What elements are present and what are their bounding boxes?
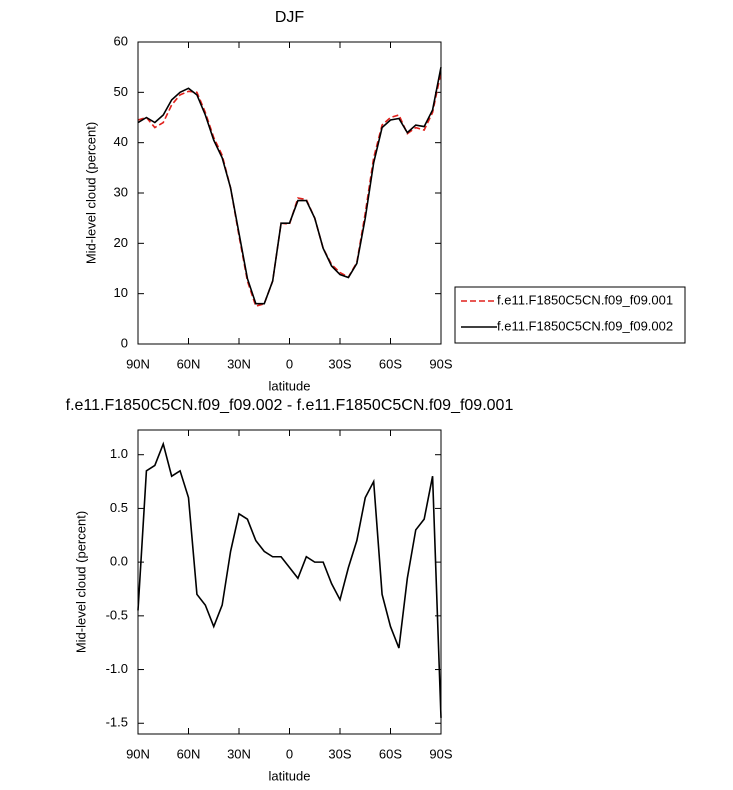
data-line — [137, 72, 442, 308]
y-tick-label: 1.0 — [110, 446, 128, 461]
plot-frame — [137, 41, 442, 345]
y-axis-label: Mid-level cloud (percent) — [73, 511, 88, 653]
x-tick-label: 90S — [429, 356, 452, 371]
legend-box — [454, 286, 686, 344]
y-tick-label: -1.0 — [106, 661, 128, 676]
y-tick-label: -1.5 — [106, 715, 128, 730]
x-tick-label: 90N — [126, 356, 150, 371]
y-tick-label: 10 — [114, 285, 128, 300]
y-tick-label: 40 — [114, 134, 128, 149]
x-tick-label: 30S — [328, 356, 351, 371]
y-axis-label: Mid-level cloud (percent) — [83, 122, 98, 264]
x-axis-label: latitude — [269, 768, 311, 783]
y-tick-label: 30 — [114, 184, 128, 199]
x-tick-label: 60N — [177, 746, 201, 761]
x-tick-label: 0 — [286, 356, 293, 371]
data-line — [137, 441, 442, 718]
x-tick-label: 30N — [227, 746, 251, 761]
plot-frame — [137, 429, 442, 735]
legend-label: f.e11.F1850C5CN.f09_f09.002 — [497, 318, 673, 333]
data-line — [137, 67, 442, 305]
y-tick-label: 50 — [114, 84, 128, 99]
x-tick-label: 60N — [177, 356, 201, 371]
x-tick-label: 0 — [286, 746, 293, 761]
x-tick-label: 60S — [379, 356, 402, 371]
legend-label: f.e11.F1850C5CN.f09_f09.001 — [497, 292, 673, 307]
x-tick-label: 90N — [126, 746, 150, 761]
x-tick-label: 30S — [328, 746, 351, 761]
y-tick-label: 60 — [114, 33, 128, 48]
chart-title: DJF — [275, 9, 305, 26]
x-tick-label: 60S — [379, 746, 402, 761]
x-axis-label: latitude — [269, 378, 311, 393]
y-tick-label: 0.5 — [110, 500, 128, 515]
y-tick-label: 20 — [114, 235, 128, 250]
x-tick-label: 90S — [429, 746, 452, 761]
y-tick-label: 0 — [121, 335, 128, 350]
chart-title: f.e11.F1850C5CN.f09_f09.002 - f.e11.F185… — [66, 397, 514, 414]
y-tick-label: 0.0 — [110, 554, 128, 569]
x-tick-label: 30N — [227, 356, 251, 371]
y-tick-label: -0.5 — [106, 607, 128, 622]
